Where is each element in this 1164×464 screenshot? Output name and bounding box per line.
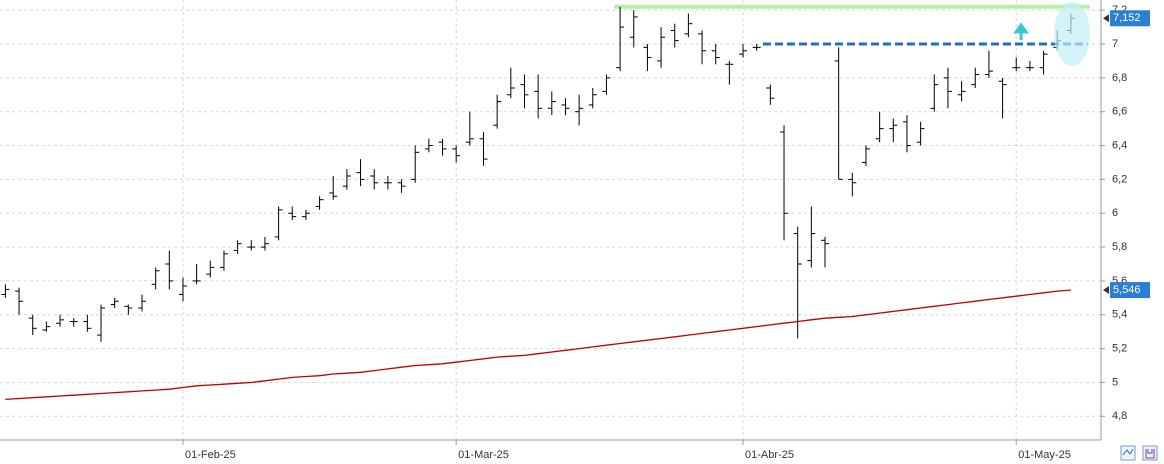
y-tick-label: 6,4: [1112, 139, 1127, 151]
y-tick-label: 5,2: [1112, 343, 1127, 355]
moving-average-line: [5, 289, 1071, 401]
x-tick-label: 01-Abr-25: [745, 449, 794, 461]
icon: [1122, 448, 1134, 456]
y-tick-label: 5: [1112, 376, 1118, 388]
grid: [0, 0, 1105, 445]
y-tick-label: 6,2: [1112, 173, 1127, 185]
price-marker: [1103, 286, 1109, 295]
price-label-box: [1110, 10, 1150, 27]
y-tick-label: 6,8: [1112, 72, 1127, 84]
price-label: 7,152: [1113, 12, 1141, 24]
y-tick-label: 4,8: [1112, 410, 1127, 422]
x-tick-label: 01-May-25: [1018, 449, 1071, 461]
price-label-box: [1110, 282, 1150, 299]
y-tick-label: 6: [1112, 207, 1118, 219]
price-label: 5,546: [1113, 284, 1141, 296]
y-tick-label: 5,8: [1112, 241, 1127, 253]
y-tick-label: 6,6: [1112, 106, 1127, 118]
marks: [1, 4, 1090, 401]
chart-type-button[interactable]: [1120, 445, 1136, 461]
price-marker: [1103, 14, 1109, 23]
x-tick-label: 01-Feb-25: [185, 449, 236, 461]
x-tick-label: 01-Mar-25: [458, 449, 509, 461]
y-tick-label: 7: [1112, 38, 1118, 50]
y-tick-label: 5,4: [1112, 309, 1127, 321]
icon: [1145, 449, 1155, 459]
highlight-ellipse: [1054, 2, 1090, 66]
up-arrow: [1013, 22, 1029, 40]
